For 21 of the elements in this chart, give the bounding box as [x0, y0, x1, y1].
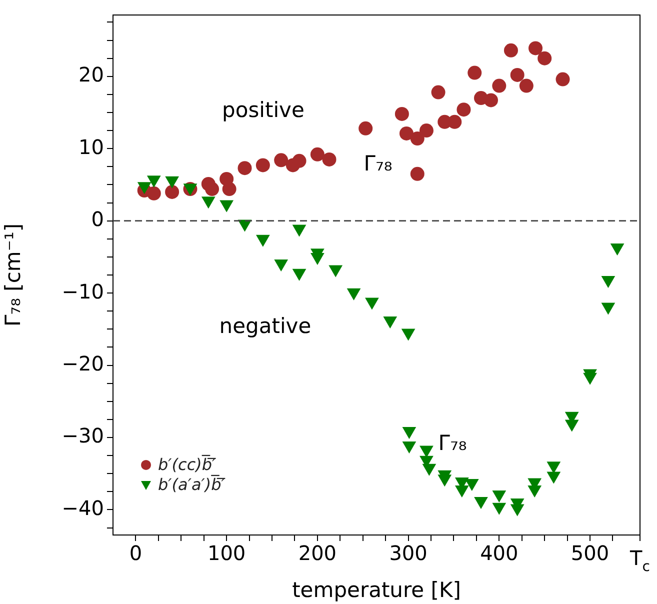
annotation: negative	[219, 314, 312, 338]
y-tick-label: −30	[62, 424, 104, 448]
y-tick-label: 10	[78, 134, 104, 159]
y-tick-label: −10	[62, 279, 104, 304]
y-axis-title: Γ₇₈ [cm⁻¹]	[1, 223, 26, 327]
legend-label: b′(a′a′)b̅′̅	[158, 474, 226, 494]
y-tick-label: 20	[78, 62, 104, 87]
x-tick-label: 200	[298, 541, 337, 566]
annotation: positive	[222, 98, 304, 122]
y-tick-label: −20	[62, 351, 104, 376]
y-tick-label: 0	[91, 207, 104, 232]
x-tick-label: 100	[207, 541, 246, 566]
annotation: Γ₇₈	[364, 151, 392, 176]
y-tick-label: −40	[62, 496, 104, 520]
x-tick-label: 400	[480, 541, 518, 566]
legend-label: b′(cc)b̅′̅	[158, 454, 217, 474]
x-tick-label: 300	[389, 541, 428, 566]
x-tick-label: 0	[129, 541, 142, 566]
x-tick-label: 500	[570, 541, 610, 566]
annotation: Γ₇₈	[438, 430, 467, 455]
x-axis-title: temperature [K]	[292, 578, 461, 602]
